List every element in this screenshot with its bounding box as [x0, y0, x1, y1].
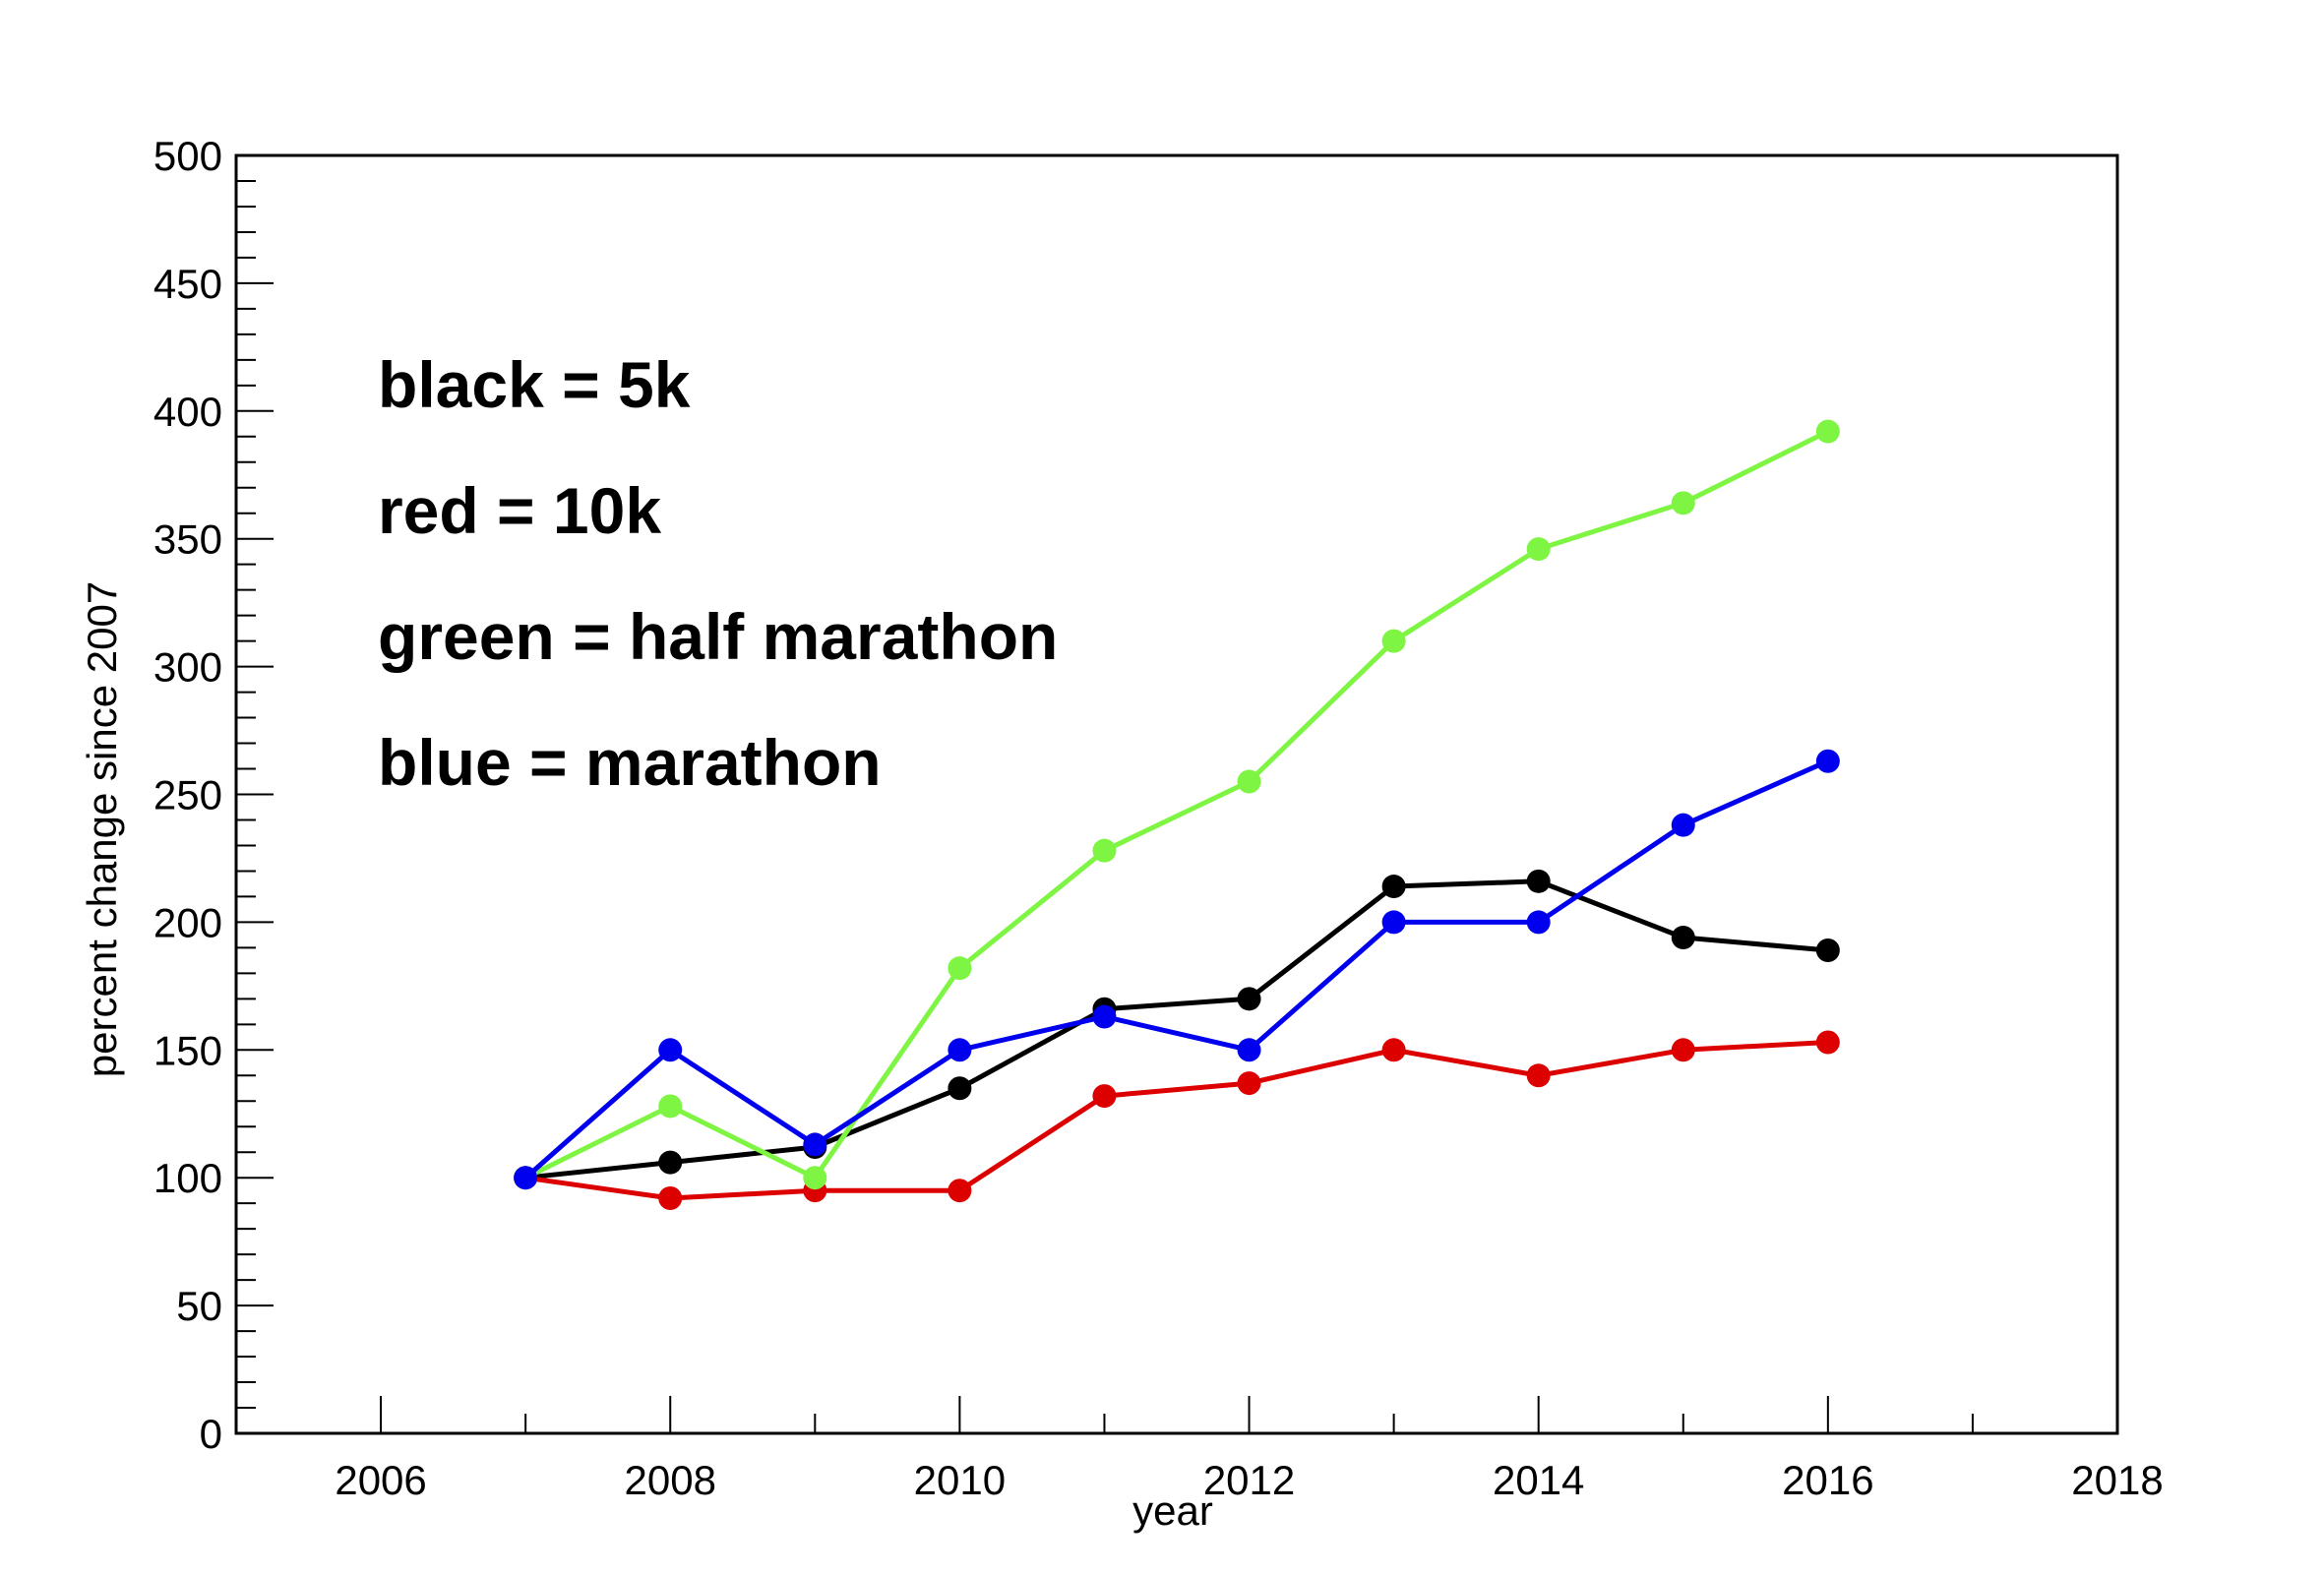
series-line — [524, 429, 1829, 1180]
y-tick-label: 300 — [153, 644, 222, 691]
y-tick-label: 150 — [153, 1027, 222, 1073]
data-point — [803, 1166, 827, 1190]
series-line — [524, 1040, 1828, 1201]
note-black: black = 5k — [378, 348, 691, 421]
y-tick-label: 100 — [153, 1155, 222, 1201]
data-point — [658, 1185, 683, 1210]
y-tick-label: 400 — [153, 389, 222, 435]
data-point — [1381, 629, 1406, 653]
y-axis-title: percent change since 2007 — [79, 581, 125, 1077]
data-point — [658, 1038, 683, 1062]
note-green: green = half marathon — [378, 600, 1058, 673]
data-point — [1526, 869, 1551, 893]
data-point — [1092, 838, 1117, 863]
data-point — [658, 1094, 683, 1119]
note-blue: blue = marathon — [378, 726, 882, 799]
data-point — [514, 1166, 538, 1190]
series-line — [524, 878, 1829, 1180]
x-tick-label: 2006 — [335, 1457, 426, 1503]
y-tick-label: 50 — [176, 1283, 222, 1329]
x-tick-label: 2010 — [914, 1457, 1006, 1503]
series-marathon — [514, 749, 1840, 1190]
note-red: red = 10k — [378, 474, 661, 547]
data-point — [1526, 537, 1551, 562]
data-point — [1815, 419, 1840, 444]
plot-frame — [234, 153, 2119, 1435]
data-point — [1237, 987, 1261, 1011]
series-notes: black = 5k red = 10k green = half marath… — [378, 348, 1058, 799]
data-point — [658, 1150, 683, 1175]
series-10k — [514, 1030, 1840, 1210]
data-point — [948, 1179, 972, 1203]
y-tick-label: 200 — [153, 899, 222, 945]
data-point — [1381, 875, 1406, 899]
y-tick-label: 250 — [153, 772, 222, 818]
x-tick-label: 2012 — [1203, 1457, 1295, 1503]
data-point — [1381, 1038, 1406, 1062]
series-line — [523, 758, 1829, 1180]
series-layer — [514, 419, 1840, 1210]
x-tick-label: 2016 — [1782, 1457, 1873, 1503]
x-tick-label: 2008 — [625, 1457, 716, 1503]
data-point — [1815, 749, 1840, 773]
data-point — [1092, 1084, 1117, 1109]
data-point — [1526, 910, 1551, 935]
series-5k — [514, 869, 1840, 1190]
x-axis-tick-labels: 2006 2008 2010 2012 2014 2016 2018 — [335, 1457, 2163, 1503]
y-tick-label: 350 — [153, 516, 222, 563]
data-point — [1526, 1063, 1551, 1088]
data-point — [1237, 1038, 1261, 1062]
data-point — [1237, 1071, 1261, 1096]
y-axis-tick-labels: 0 50 100 150 200 250 300 350 400 450 500 — [153, 133, 222, 1457]
data-point — [1671, 925, 1695, 949]
data-point — [1815, 1030, 1840, 1055]
data-point — [948, 1038, 972, 1062]
x-tick-label: 2014 — [1493, 1457, 1584, 1503]
data-point — [1237, 769, 1261, 794]
data-point — [1671, 813, 1695, 837]
data-point — [803, 1132, 827, 1157]
data-point — [948, 1076, 972, 1101]
data-point — [1381, 910, 1406, 935]
y-tick-label: 0 — [200, 1411, 222, 1457]
y-tick-label: 500 — [153, 133, 222, 179]
data-point — [948, 956, 972, 981]
y-tick-label: 450 — [153, 261, 222, 307]
series-half-marathon — [514, 419, 1840, 1190]
data-point — [1671, 1038, 1695, 1062]
data-point — [1092, 1004, 1117, 1029]
x-axis-title: year — [1132, 1487, 1213, 1534]
x-tick-label: 2018 — [2071, 1457, 2163, 1503]
data-point — [1815, 938, 1840, 962]
data-point — [1671, 491, 1695, 515]
